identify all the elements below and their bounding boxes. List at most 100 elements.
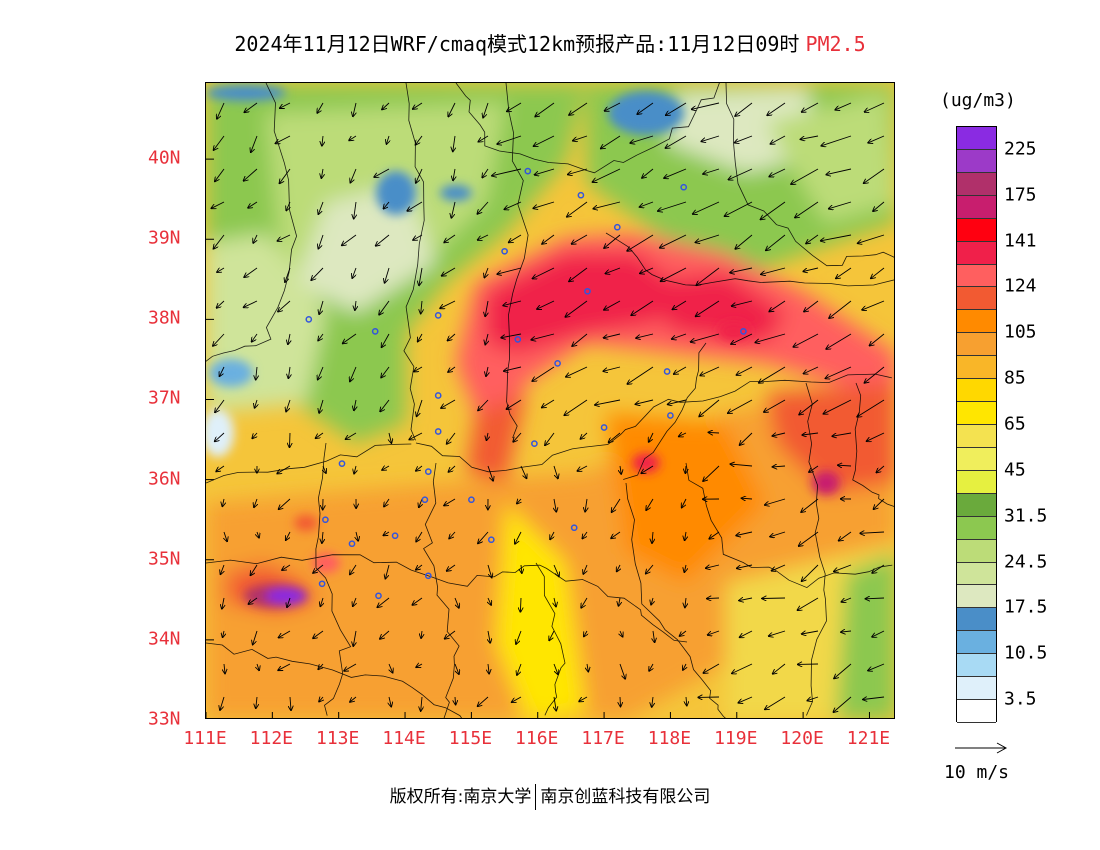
wind-arrow: [740, 630, 753, 637]
boundary-line: [625, 482, 726, 718]
wind-arrow: [606, 267, 621, 274]
lon-tick-label: 121E: [846, 728, 891, 749]
lon-tick-label: 118E: [647, 728, 692, 749]
wind-arrow: [478, 135, 489, 142]
legend-swatch: [957, 654, 996, 678]
wind-arrow: [772, 564, 786, 571]
wind-arrow: [445, 630, 456, 639]
wind-arrow: [680, 630, 687, 636]
lat-tick-label: 37N: [148, 387, 181, 409]
wind-arrow: [478, 531, 489, 543]
wind-arrow: [385, 564, 390, 579]
wind-arrow: [868, 663, 885, 671]
wind-arrow: [318, 663, 324, 669]
wind-arrow: [221, 564, 225, 574]
wind-arrow: [352, 267, 357, 278]
wind-arrow: [759, 366, 786, 383]
wind-arrow: [407, 201, 423, 211]
legend-swatch: [957, 264, 996, 288]
wind-arrow: [701, 135, 720, 141]
wind-arrow: [660, 234, 687, 248]
wind-arrow: [217, 300, 225, 308]
boundary-line: [505, 83, 529, 439]
wind-arrow: [290, 432, 291, 447]
wind-arrow: [517, 499, 521, 504]
boundary-line: [852, 382, 894, 507]
wind-arrow: [696, 300, 720, 316]
legend-swatch: [957, 310, 996, 334]
legend-label: 3.5: [1004, 688, 1037, 710]
wind-arrow: [507, 399, 522, 409]
wind-arrow: [533, 267, 555, 279]
wind-arrow: [729, 168, 753, 180]
wind-arrow: [389, 663, 393, 673]
boundary-line: [315, 442, 352, 716]
wind-arrow: [824, 399, 852, 414]
wind-arrow: [419, 267, 423, 285]
wind-arrow: [864, 168, 885, 183]
wind-arrow: [276, 135, 291, 143]
wind-arrow: [453, 168, 455, 180]
legend-unit: (ug/m3): [940, 90, 1016, 111]
site-marker: [600, 424, 608, 431]
pm25-map: [205, 82, 895, 719]
copyright-separator: [535, 784, 537, 810]
wind-arrow: [214, 234, 225, 249]
legend-swatch: [957, 379, 996, 403]
wind-arrow: [317, 102, 324, 113]
wind-arrow: [244, 168, 258, 181]
wind-arrow: [870, 333, 885, 346]
wind-arrow: [771, 135, 786, 144]
wind-arrow: [353, 630, 356, 646]
wind-arrow: [342, 234, 357, 245]
wind-arrow: [553, 465, 558, 478]
wind-arrow: [448, 102, 456, 117]
legend-swatch: [957, 218, 996, 242]
wind-arrow: [834, 564, 852, 571]
legend-swatch: [957, 631, 996, 655]
wind-arrow: [350, 564, 357, 574]
wind-arrow: [593, 168, 621, 182]
boundary-line: [206, 642, 463, 718]
boundary-line: [206, 554, 688, 643]
wind-arrow: [709, 432, 720, 433]
wind-reference-arrow: [955, 742, 1008, 754]
wind-arrow: [421, 696, 422, 711]
wind-arrow: [251, 135, 258, 152]
wind-arrow: [215, 399, 225, 412]
boundary-line: [206, 443, 412, 484]
site-marker: [468, 496, 475, 504]
wind-arrow: [478, 399, 489, 410]
copyright-owner: 版权所有:: [389, 787, 464, 807]
wind-arrow: [770, 531, 786, 537]
wind-arrow: [730, 464, 753, 466]
wind-arrow: [545, 432, 555, 445]
wind-arrow: [577, 465, 588, 471]
wind-arrow: [216, 465, 225, 471]
wind-arrow: [735, 234, 753, 249]
wind-arrow: [809, 465, 819, 472]
wind-arrow: [448, 366, 456, 372]
wind-arrow: [802, 631, 819, 634]
wind-arrow: [534, 135, 555, 146]
wind-arrow: [611, 531, 621, 538]
wind-arrow: [764, 399, 786, 412]
wind-arrow: [414, 366, 423, 372]
wind-arrow: [354, 201, 356, 219]
lat-tick-label: 39N: [148, 227, 181, 249]
wind-arrow: [664, 168, 687, 178]
wind-arrow: [515, 531, 522, 544]
wind-arrow: [344, 663, 357, 671]
wind-arrow: [572, 234, 588, 244]
wind-arrow: [478, 696, 489, 706]
wind-arrow: [286, 531, 291, 540]
legend-swatch: [957, 402, 996, 425]
wind-arrow: [442, 267, 456, 276]
wind-arrow: [630, 135, 654, 143]
wind-arrow: [387, 135, 390, 144]
wind-arrow: [416, 168, 423, 183]
wind-arrow: [658, 201, 687, 211]
wind-arrow: [488, 630, 490, 643]
wind-arrow: [732, 663, 753, 673]
legend-swatch: [957, 356, 996, 380]
